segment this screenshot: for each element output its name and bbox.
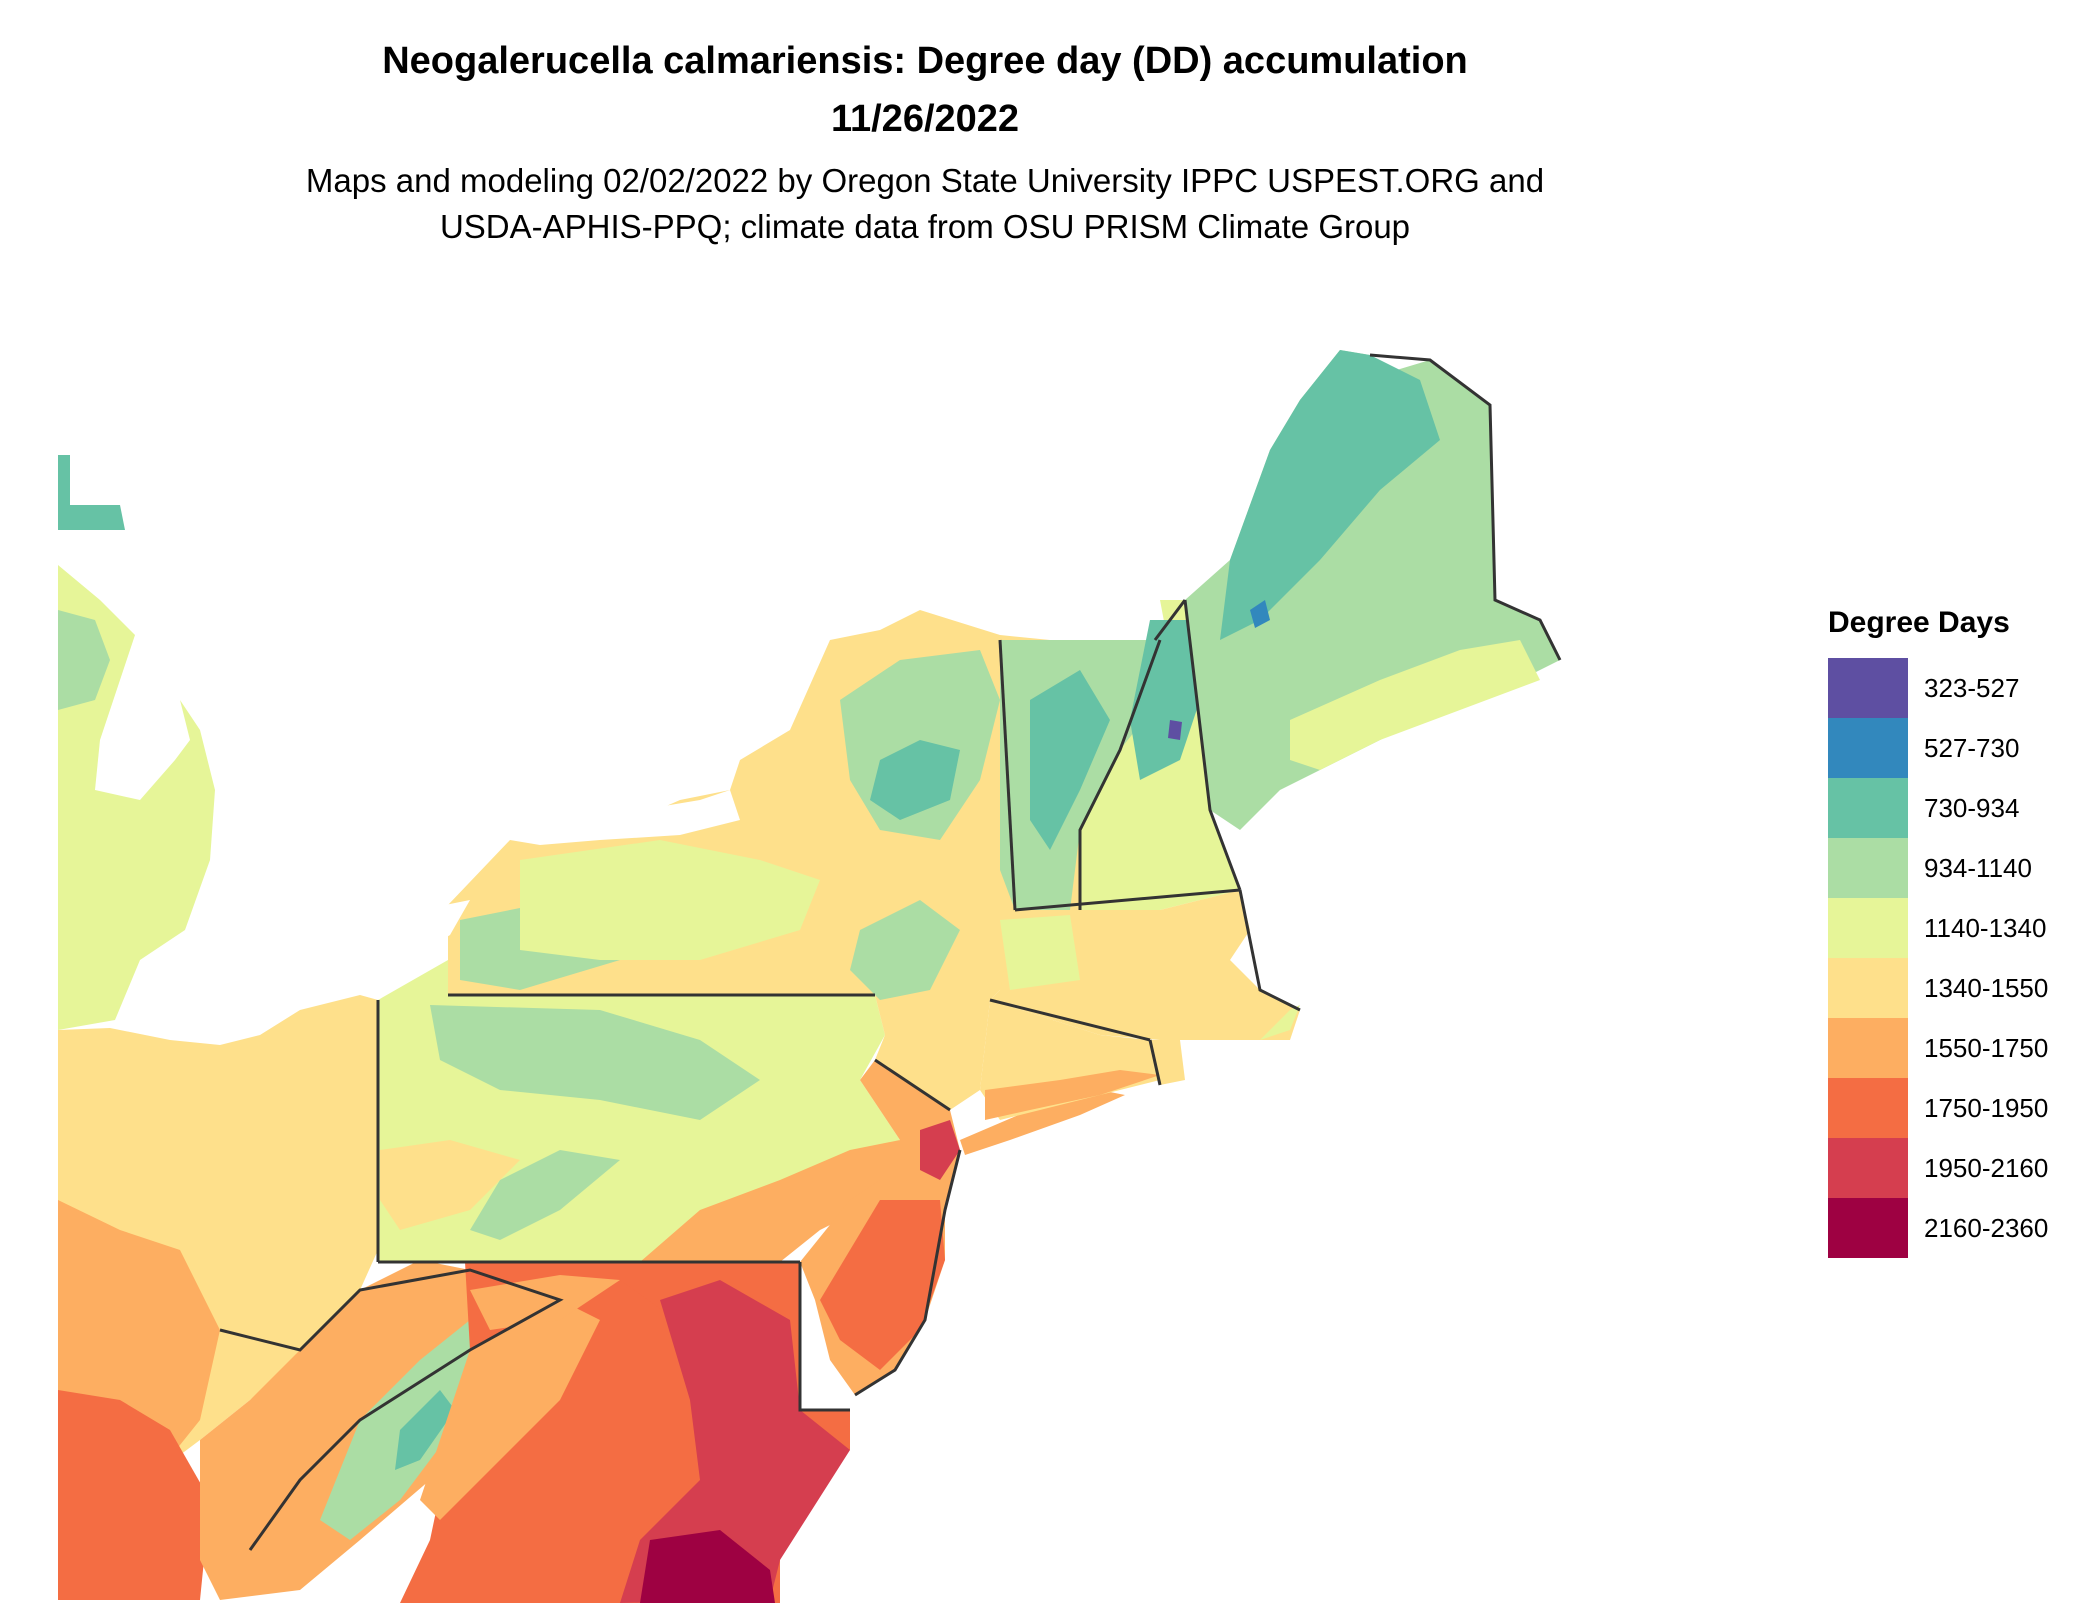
- legend-swatch: [1828, 838, 1908, 898]
- legend-items: 323-527 527-730 730-934 934-1140 1140-1340 13…: [1828, 658, 2048, 1258]
- legend-swatch: [1828, 718, 1908, 778]
- lake-ontario: [510, 790, 740, 845]
- pennsylvania-southeast-warm: [640, 1140, 900, 1262]
- legend-swatch: [1828, 1198, 1908, 1258]
- chesapeake-hot-zone: [620, 1280, 850, 1603]
- map-date: 11/26/2022: [830, 98, 1020, 140]
- legend-label: 323-527: [1924, 672, 2020, 703]
- legend-swatch: [1828, 658, 1908, 718]
- legend-label: 1340-1550: [1924, 972, 2049, 1003]
- map-subtitle-line1: Maps and modeling 02/02/2022 by Oregon S…: [305, 162, 1545, 199]
- green-mountains-zone: [1030, 670, 1110, 850]
- maryland-ridge-warm: [470, 1275, 620, 1330]
- legend-item: 1340-1550: [1828, 958, 2048, 1018]
- map-title: Neogalerucella calmariensis: Degree day …: [382, 40, 1468, 82]
- legend-label: 2160-2360: [1924, 1212, 2049, 1243]
- new-hampshire-maine-border: [1183, 599, 1242, 891]
- west-virginia-border: [219, 1268, 564, 1551]
- michigan-upper-patch: [58, 455, 125, 530]
- coastline: [854, 353, 1562, 1397]
- berkshire-zone: [1000, 915, 1080, 990]
- connecticut-coast-warm: [985, 1070, 1160, 1120]
- connecticut-rhode-island-border: [1148, 1039, 1162, 1086]
- legend-label: 527-730: [1924, 732, 2020, 763]
- legend-title: Degree Days: [1828, 606, 2010, 639]
- pennsylvania-ridge-zone: [470, 1150, 620, 1240]
- legend-swatch: [1828, 1138, 1908, 1198]
- legend-item: 2160-2360: [1828, 1198, 2048, 1258]
- legend-label: 934-1140: [1924, 852, 2032, 883]
- virginia-foothills: [420, 1300, 600, 1520]
- map-land-layer: [58, 350, 1560, 1603]
- legend-swatch: [1828, 778, 1908, 838]
- legend-item: 1750-1950: [1828, 1078, 2048, 1138]
- legend-item: 527-730: [1828, 718, 2048, 778]
- legend-item: 730-934: [1828, 778, 2048, 838]
- delaware-border: [798, 1262, 850, 1412]
- appalachian-high-zone: [395, 1390, 455, 1470]
- vermont-new-hampshire-border: [1078, 639, 1162, 910]
- lake-erie: [160, 900, 470, 1035]
- cape-cod: [1260, 1005, 1300, 1040]
- legend-swatch: [1828, 898, 1908, 958]
- northern-maine-zone: [1220, 350, 1440, 640]
- legend-swatch: [1828, 958, 1908, 1018]
- map-subtitle-line2: USDA-APHIS-PPQ; climate data from OSU PR…: [439, 208, 1411, 245]
- long-island: [960, 1090, 1125, 1155]
- legend-item: 934-1140: [1828, 838, 2048, 898]
- legend-item: 323-527: [1828, 658, 2048, 718]
- kentucky-warm-zone: [58, 1390, 210, 1600]
- white-mountains-zone: [1130, 620, 1200, 780]
- new-jersey-coastal-warm: [820, 1200, 945, 1370]
- legend-item: 1950-2160: [1828, 1138, 2048, 1198]
- michigan-cool-patch: [58, 610, 110, 710]
- massachusetts-northern-border: [1014, 888, 1241, 912]
- maine-coast-zone: [1290, 640, 1540, 770]
- catskill-zone: [850, 900, 960, 1000]
- legend: Degree Days 323-527 527-730 730-934 934-114…: [1828, 606, 2048, 1258]
- legend-label: 1140-1340: [1924, 912, 2047, 943]
- adirondack-high-zone: [870, 740, 960, 820]
- new-york-vermont-border: [998, 639, 1017, 911]
- connecticut-massachusetts-border: [989, 998, 1151, 1042]
- maine-interior-cold: [1250, 600, 1270, 628]
- tidewater-hottest-zone: [640, 1530, 775, 1603]
- legend-label: 1950-2160: [1924, 1152, 2049, 1183]
- new-york-city-hot-zone: [920, 1120, 960, 1180]
- new-york-plateau-warm: [520, 840, 820, 960]
- white-mountains-peak: [1168, 720, 1182, 740]
- legend-label: 730-934: [1924, 792, 2020, 823]
- pennsylvania-cool-zone: [430, 1005, 760, 1120]
- legend-label: 1550-1750: [1924, 1032, 2049, 1063]
- legend-swatch: [1828, 1078, 1908, 1138]
- legend-swatch: [1828, 1018, 1908, 1078]
- legend-item: 1140-1340: [1828, 898, 2048, 958]
- legend-label: 1750-1950: [1924, 1092, 2049, 1123]
- new-york-new-jersey-border: [874, 1058, 951, 1112]
- legend-item: 1550-1750: [1828, 1018, 2048, 1078]
- state-borders: [219, 353, 1562, 1551]
- pennsylvania-mid-warm: [380, 1140, 520, 1230]
